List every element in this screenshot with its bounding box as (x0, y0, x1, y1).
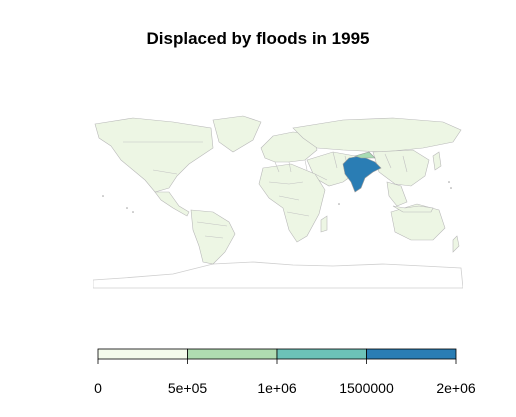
japan (432, 151, 442, 171)
africa (258, 163, 326, 243)
europe (260, 131, 318, 163)
legend-tick-label: 0 (94, 380, 102, 396)
north-america (94, 117, 214, 193)
legend-swatch (97, 348, 188, 360)
madagascar (320, 215, 328, 233)
legend-swatch (276, 348, 367, 360)
central-america (154, 191, 190, 217)
legend-tick-label: 5e+05 (168, 380, 208, 396)
india (342, 155, 382, 193)
antarctica (93, 261, 463, 289)
legend-tick-label: 1e+06 (257, 380, 297, 396)
north-asia (292, 117, 462, 153)
world-map (93, 115, 463, 289)
legend-swatch (366, 348, 457, 360)
indonesia (392, 205, 434, 213)
legend-tick-label: 2e+06 (436, 380, 476, 396)
chart-title: Displaced by floods in 1995 (146, 29, 370, 48)
new-zealand (452, 235, 460, 253)
legend-swatch (187, 348, 278, 360)
nepal-bhutan (353, 151, 376, 159)
southeast-asia (386, 181, 408, 207)
legend-tick-label: 1500000 (339, 380, 394, 396)
greenland (212, 115, 262, 153)
small-islands (102, 181, 452, 213)
australia (390, 203, 446, 241)
